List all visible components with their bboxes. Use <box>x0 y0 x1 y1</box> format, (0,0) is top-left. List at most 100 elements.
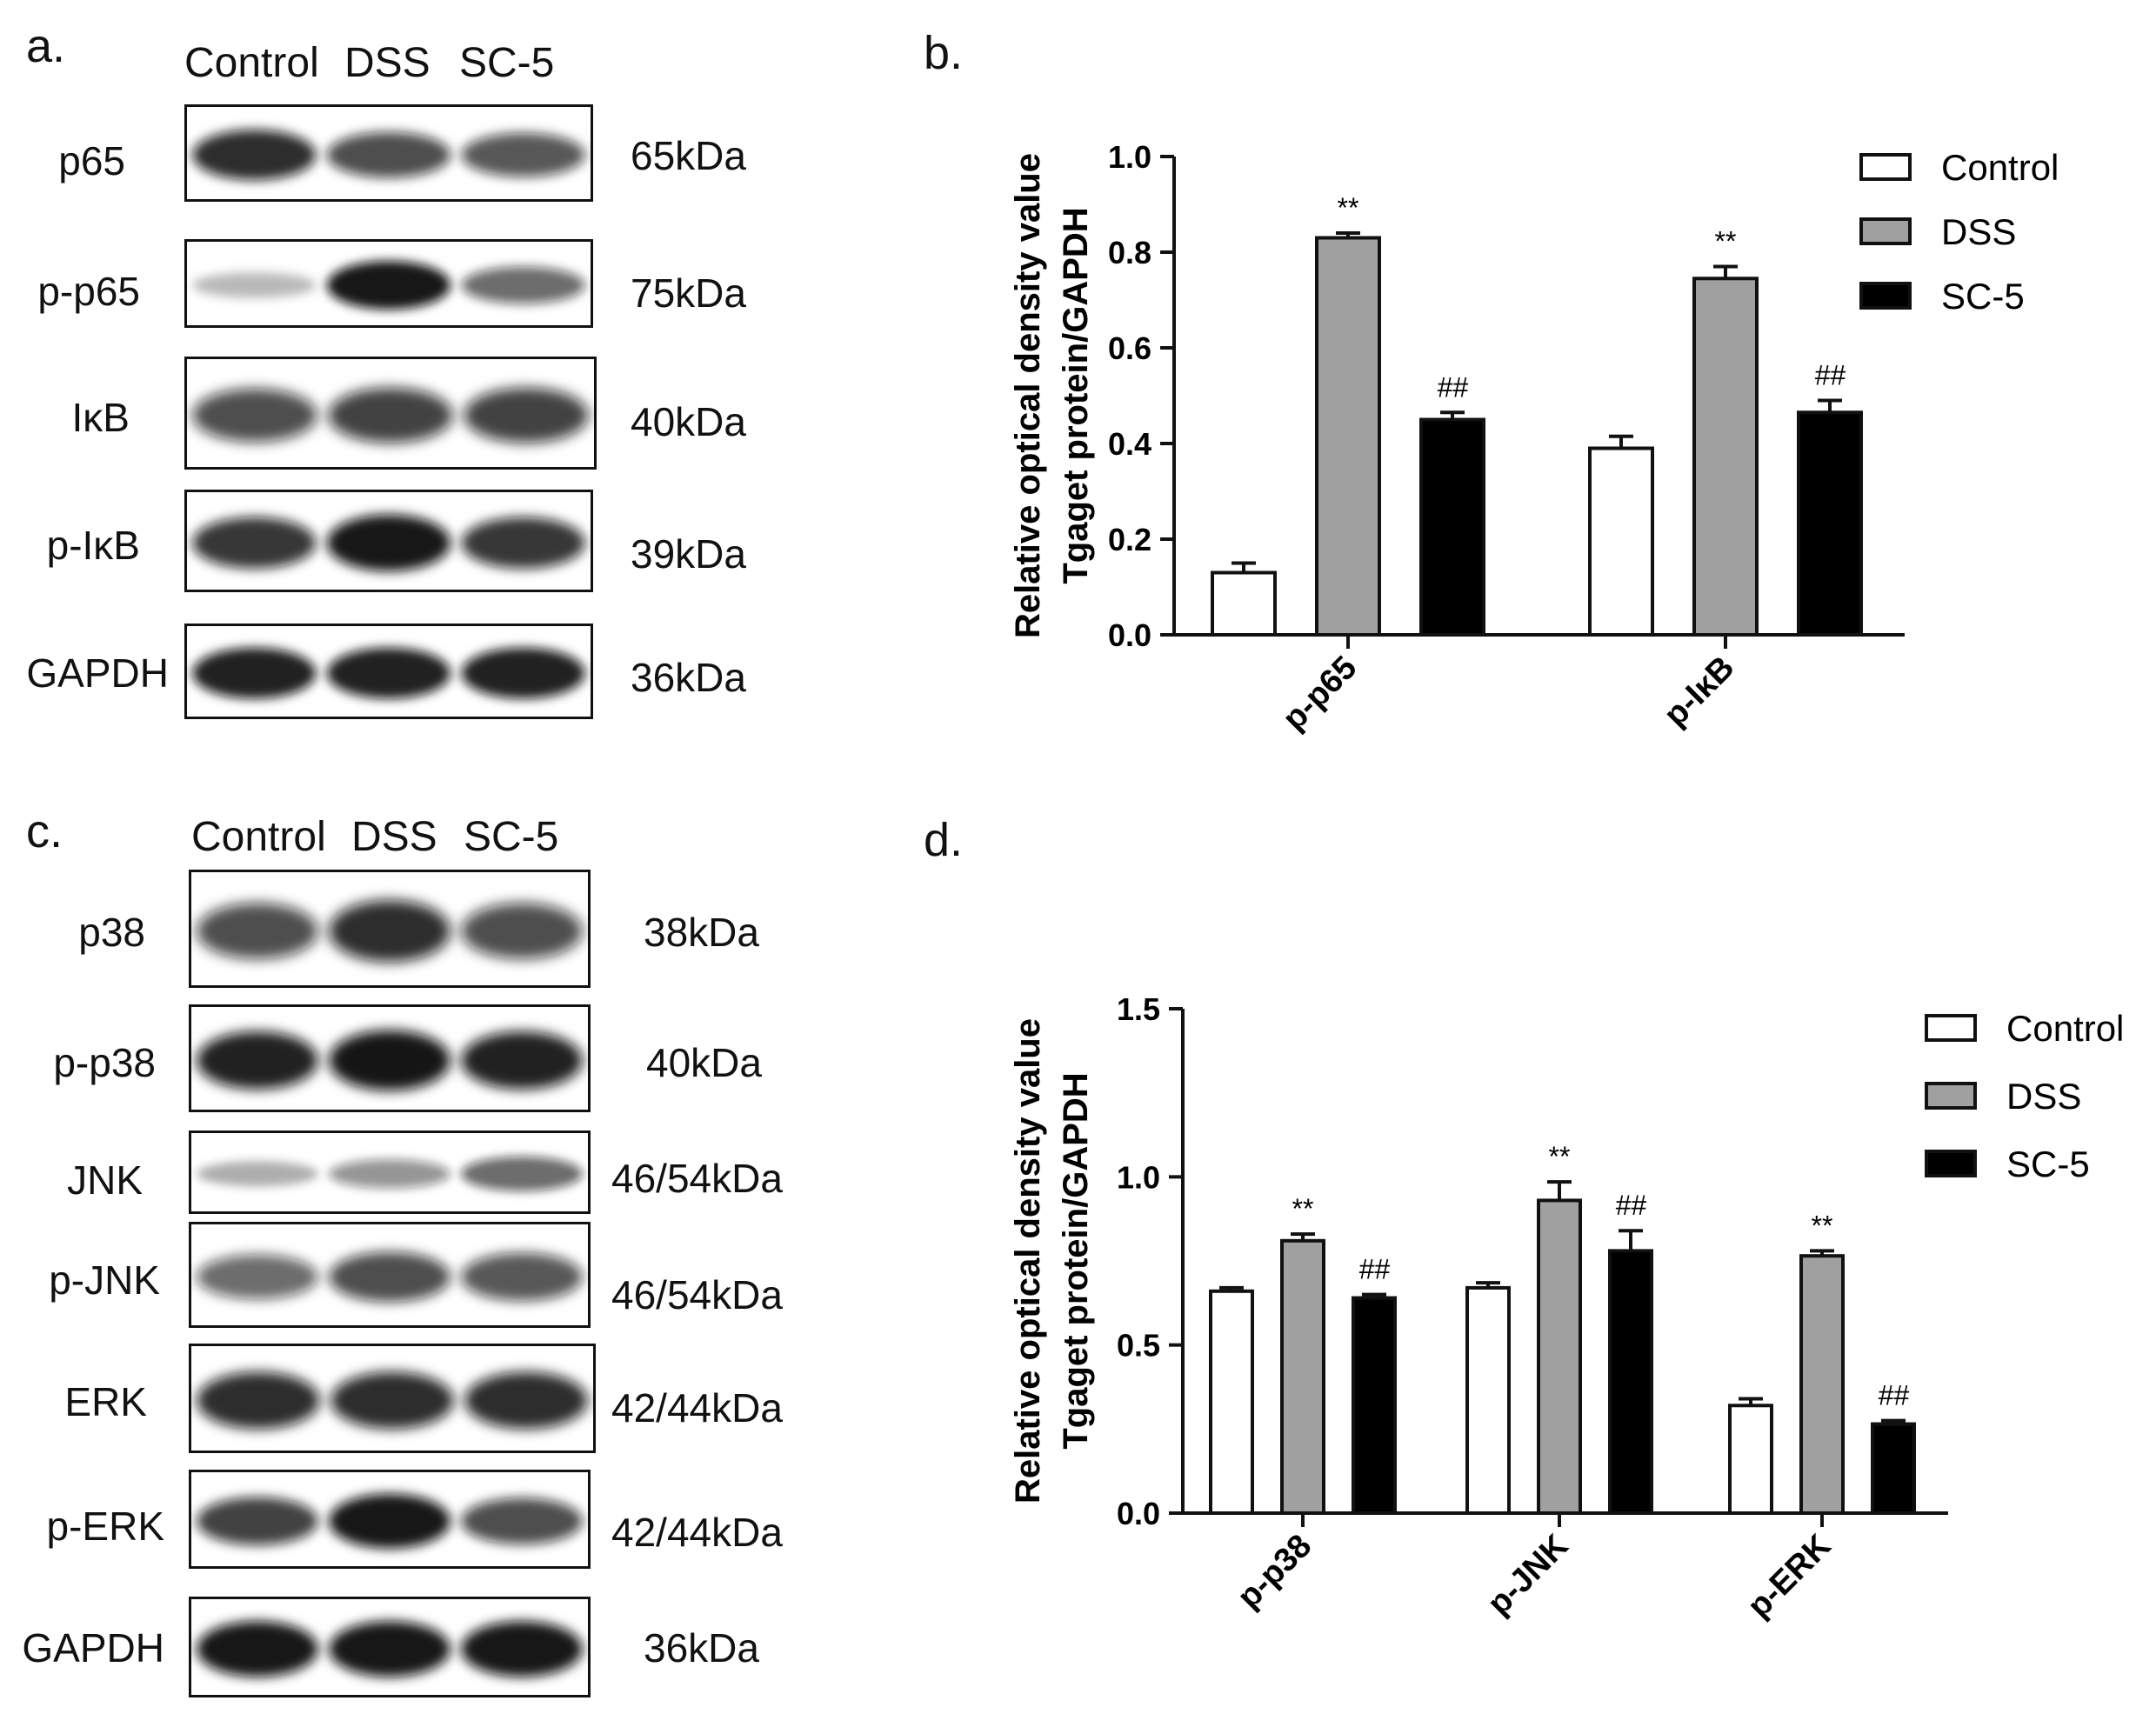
bar-sc-5 <box>1797 410 1863 637</box>
blot-band <box>329 1159 451 1189</box>
legend-label: SC-5 <box>1941 276 2025 317</box>
blot-c-strip <box>189 1222 591 1328</box>
blot-band <box>461 517 585 569</box>
blot-c-mw-label: 42/44kDa <box>611 1510 783 1555</box>
significance-mark: ** <box>1715 226 1737 257</box>
bar-control <box>1211 570 1277 637</box>
blot-band <box>192 647 317 699</box>
bar-chart-d: Relative optical density value Tgaget pro… <box>1009 991 2124 1624</box>
y-tick-label: 1.5 <box>1117 991 1160 1027</box>
y-axis-title-line2: Tgaget protein/GAPDH <box>1057 1072 1095 1449</box>
blot-c-row-label: p-p38 <box>53 1040 156 1085</box>
bar-sc-5 <box>1419 417 1485 637</box>
blot-c-strip <box>189 870 591 988</box>
y-tick-label: 0.6 <box>1108 330 1151 366</box>
panel-label-c: c. <box>26 805 63 857</box>
y-tick-label: 1.0 <box>1117 1159 1160 1195</box>
y-axis-title-line1: Relative optical density value <box>1009 1018 1047 1504</box>
significance-mark: ## <box>1437 371 1469 403</box>
blot-band <box>461 266 585 304</box>
blot-c-mw-label: 46/54kDa <box>611 1156 783 1201</box>
blot-a-lane-dss: DSS <box>344 40 431 86</box>
blot-c-mw-label: 36kDa <box>644 1625 759 1671</box>
blot-c-row-label: GAPDH <box>22 1625 164 1671</box>
bar-control <box>1209 1289 1254 1515</box>
blot-band <box>197 1621 318 1677</box>
blot-band <box>197 903 318 959</box>
significance-mark: ## <box>1814 360 1846 391</box>
y-tick-label: 0.8 <box>1108 235 1151 270</box>
blot-a-row-label: IκB <box>71 395 130 440</box>
blot-c-row-label: JNK <box>67 1157 143 1203</box>
significance-mark: ** <box>1549 1141 1571 1172</box>
blot-band <box>192 517 317 569</box>
bar-dss <box>1315 236 1381 637</box>
bar-sc-5 <box>1608 1249 1653 1515</box>
legend-swatch <box>1859 153 1912 181</box>
blot-a-lane-control: Control <box>184 40 319 86</box>
bar-sc-5 <box>1871 1422 1916 1515</box>
blot-band <box>197 1497 318 1545</box>
blot-band <box>461 1621 583 1677</box>
y-tick-label: 0.0 <box>1117 1496 1160 1531</box>
blot-c-mw-label: 38kDa <box>644 910 759 955</box>
x-category-label: p-ERK <box>1741 1527 1839 1624</box>
significance-mark: ** <box>1812 1210 1833 1241</box>
blot-band <box>461 903 583 959</box>
blot-a-strip <box>184 239 593 328</box>
y-axis-title-line2: Tgaget protein/GAPDH <box>1057 207 1095 584</box>
blot-c-strip <box>189 1470 591 1569</box>
legend-swatch <box>1925 1082 1977 1110</box>
blot-band <box>197 1031 318 1090</box>
blot-a-strip <box>184 104 593 202</box>
blot-band <box>461 647 585 699</box>
significance-mark: ** <box>1292 1193 1314 1224</box>
blot-c-row-label: p38 <box>78 910 145 955</box>
blot-c-strip <box>189 1597 591 1697</box>
blot-c-lane-control: Control <box>191 814 326 860</box>
blot-band <box>329 1621 451 1677</box>
blot-band <box>197 1161 318 1187</box>
blot-band <box>326 647 451 699</box>
blot-band <box>328 387 453 444</box>
x-category-label: p-p65 <box>1276 650 1364 737</box>
significance-mark: ## <box>1878 1380 1910 1411</box>
blot-a-row-label: p65 <box>58 138 125 183</box>
y-tick-label: 0.4 <box>1108 426 1151 462</box>
panel-label-a: a. <box>26 20 66 72</box>
bar-dss <box>1799 1254 1845 1515</box>
blot-band <box>329 1030 451 1091</box>
blot-band <box>330 1371 454 1430</box>
blot-a-strip <box>184 624 593 719</box>
legend-swatch <box>1859 217 1912 245</box>
significance-mark: ## <box>1358 1254 1391 1285</box>
blot-band <box>192 388 317 443</box>
blot-band <box>192 130 317 181</box>
blot-a-mw-label: 40kDa <box>631 399 746 444</box>
blot-band <box>329 1493 451 1549</box>
blot-a-row-label: p-IκB <box>46 523 140 568</box>
blot-a-mw-label: 39kDa <box>631 531 746 577</box>
blot-band <box>326 131 451 178</box>
bar-dss <box>1692 277 1759 637</box>
blot-c-mw-label: 46/54kDa <box>611 1272 783 1317</box>
legend-swatch <box>1925 1014 1977 1042</box>
bar-dss <box>1537 1198 1582 1515</box>
significance-mark: ** <box>1338 192 1359 223</box>
blot-c-mw-label: 42/44kDa <box>611 1385 783 1431</box>
significance-mark: ## <box>1615 1190 1647 1221</box>
bar-sc-5 <box>1352 1296 1397 1515</box>
blot-c-row-label: p-ERK <box>46 1504 164 1549</box>
y-tick-label: 0.5 <box>1117 1328 1160 1364</box>
x-category-label: p-JNK <box>1481 1527 1576 1622</box>
blot-a-strip <box>184 490 593 592</box>
bar-control <box>1465 1285 1511 1515</box>
blot-band <box>461 1497 583 1544</box>
y-tick-label: 0.2 <box>1108 522 1151 557</box>
bar-chart-b: Relative optical density value Tgaget pro… <box>1009 139 2059 737</box>
blot-a-strip <box>184 357 597 470</box>
x-category-label: p-p38 <box>1231 1528 1318 1616</box>
blot-c-mw-label: 40kDa <box>646 1040 762 1085</box>
blot-a-lane-sc5: SC-5 <box>459 40 555 86</box>
y-tick-label: 0.0 <box>1108 617 1151 653</box>
